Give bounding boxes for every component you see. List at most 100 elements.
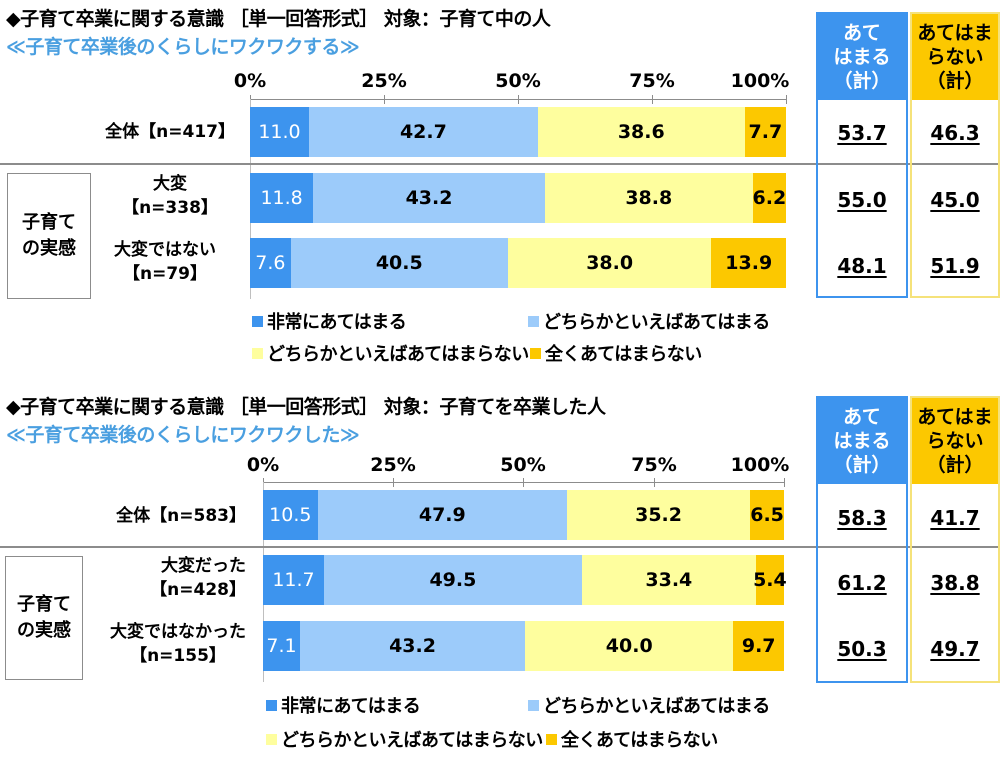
legend-label: どちらかといえばあてはまらない (267, 344, 529, 365)
summary-header-not-applies: あてはま らない （計） (912, 14, 998, 100)
bar-segment: 10.5 (263, 490, 318, 540)
legend-swatch-icon (252, 347, 263, 359)
summary-value: 58.3 (837, 506, 887, 530)
row-label-total: 全体【n=583】 (116, 506, 246, 526)
bar-segment: 6.5 (750, 490, 784, 540)
stacked-bar: 11.0 42.7 38.6 7.7 (250, 107, 786, 157)
bar-segment: 11.0 (250, 107, 309, 157)
row-label: 大変ではなかった 【n=155】 (110, 620, 246, 668)
group-separator (0, 546, 1000, 548)
bar-segment: 43.2 (313, 173, 545, 223)
legend-swatch-icon (266, 699, 277, 711)
bar-segment: 38.0 (507, 238, 712, 288)
x-tick-label: 75% (629, 70, 675, 92)
x-tick-label: 50% (495, 70, 541, 92)
summary-header-line: （計） (833, 454, 891, 476)
stacked-bar: 7.1 43.2 40.0 9.7 (263, 621, 784, 671)
bar-segment: 11.8 (250, 173, 314, 223)
legend-swatch-icon (528, 315, 539, 327)
bar-segment: 47.9 (317, 490, 567, 540)
x-axis-tick (523, 478, 524, 487)
legend-item: どちらかといえばあてはまらない (252, 340, 529, 366)
bar-segment: 5.4 (753, 555, 787, 605)
group-separator (0, 163, 1000, 165)
summary-column-applies: あて はまる （計） 53.7 55.0 48.1 (816, 12, 908, 298)
bar-segment: 33.4 (581, 555, 756, 605)
bar-segment: 43.2 (299, 621, 526, 671)
legend-label: 全くあてはまらない (545, 344, 702, 365)
bar-segment: 38.6 (537, 107, 745, 157)
summary-header-line: あて (843, 22, 881, 44)
summary-header-line: （計） (926, 454, 984, 476)
stacked-bar: 10.5 47.9 35.2 6.5 (263, 490, 784, 540)
bar-segment: 13.9 (711, 238, 786, 288)
summary-header-line: らない (926, 430, 984, 452)
x-axis-tick (654, 478, 655, 487)
row-label-line: 大変ではない (114, 240, 216, 260)
bar-segment: 42.7 (308, 107, 538, 157)
stacked-bar: 7.6 40.5 38.0 13.9 (250, 238, 786, 288)
row-label-n: 【n=155】 (130, 646, 226, 666)
group-label-box: 子育て の実感 (7, 173, 91, 299)
bar-segment: 9.7 (733, 621, 784, 671)
summary-header-line: （計） (833, 70, 891, 92)
summary-header-line: らない (926, 46, 984, 68)
summary-value: 50.3 (837, 637, 887, 661)
summary-header-applies: あて はまる （計） (818, 398, 906, 484)
legend-swatch-icon (266, 733, 277, 745)
x-axis-tick (384, 95, 385, 104)
chart-panel-bottom: ◆子育て卒業に関する意識 ［単一回答形式］ 対象：子育てを卒業した人 ≪子育て卒… (0, 388, 1000, 760)
bar-segment: 7.6 (250, 238, 291, 288)
summary-header-not-applies: あてはま らない （計） (912, 398, 998, 484)
summary-column-applies: あて はまる （計） 58.3 61.2 50.3 (816, 396, 908, 683)
chart-title: ◆子育て卒業に関する意識 ［単一回答形式］ 対象：子育て中の人 (6, 8, 551, 30)
legend-label: 非常にあてはまる (267, 312, 407, 333)
row-label-line: 大変だった (161, 556, 246, 576)
summary-value: 51.9 (930, 254, 980, 278)
legend-item: どちらかといえばあてはまる (528, 308, 770, 334)
legend-swatch-icon (530, 347, 541, 359)
legend-item: 全くあてはまらない (546, 726, 718, 752)
summary-value: 45.0 (930, 188, 980, 212)
bar-segment: 40.5 (290, 238, 508, 288)
row-label-n: 【n=79】 (122, 264, 207, 284)
summary-value: 53.7 (837, 121, 887, 145)
x-axis-tick (786, 95, 787, 104)
x-tick-label: 100% (730, 70, 790, 92)
x-tick-label: 25% (361, 70, 407, 92)
summary-header-line: はまる (833, 430, 891, 452)
summary-value: 61.2 (837, 571, 887, 595)
group-label-line: 子育て (22, 212, 76, 233)
stacked-bar: 11.7 49.5 33.4 5.4 (263, 555, 787, 605)
summary-value: 46.3 (930, 121, 980, 145)
bar-segment: 7.7 (744, 107, 786, 157)
bar-segment: 6.2 (753, 173, 786, 223)
summary-value: 49.7 (930, 637, 980, 661)
legend-item: 全くあてはまらない (530, 340, 702, 366)
legend-label: 非常にあてはまる (281, 696, 421, 717)
stacked-bar: 11.8 43.2 38.8 6.2 (250, 173, 786, 223)
x-tick-label: 75% (631, 454, 677, 476)
row-label-line: 大変 (153, 174, 187, 194)
x-tick-label: 0% (233, 70, 267, 92)
summary-value: 41.7 (930, 506, 980, 530)
legend-swatch-icon (546, 733, 557, 745)
x-axis-tick (393, 478, 394, 487)
summary-value: 48.1 (837, 254, 887, 278)
summary-column-not-applies: あてはま らない （計） 41.7 38.8 49.7 (910, 396, 1000, 683)
chart-panel-top: ◆子育て卒業に関する意識 ［単一回答形式］ 対象：子育て中の人 ≪子育て卒業後の… (0, 8, 1000, 366)
bar-segment: 35.2 (566, 490, 751, 540)
summary-value: 55.0 (837, 188, 887, 212)
x-axis-tick (652, 95, 653, 104)
legend-label: どちらかといえばあてはまる (543, 696, 770, 717)
row-label-line: 大変ではなかった (110, 622, 246, 642)
legend-swatch-icon (528, 699, 539, 711)
legend-item: 非常にあてはまる (266, 692, 421, 718)
bar-segment: 7.1 (263, 621, 300, 671)
x-axis-tick (784, 478, 785, 487)
x-axis-tick (518, 95, 519, 104)
chart-subtitle: ≪子育て卒業後のくらしにワクワクした≫ (6, 424, 360, 446)
row-label-n: 【n=428】 (150, 580, 246, 600)
x-tick-label: 25% (370, 454, 416, 476)
chart-title: ◆子育て卒業に関する意識 ［単一回答形式］ 対象：子育てを卒業した人 (6, 396, 606, 418)
